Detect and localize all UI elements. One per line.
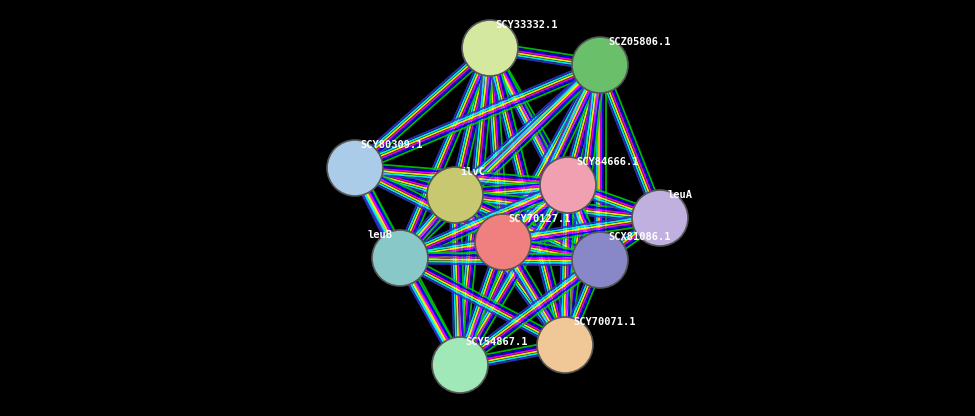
Text: SCX81086.1: SCX81086.1 (608, 232, 671, 242)
Text: SCY70127.1: SCY70127.1 (508, 214, 570, 224)
Text: SCZ05806.1: SCZ05806.1 (608, 37, 671, 47)
Text: SCY80309.1: SCY80309.1 (360, 140, 422, 150)
Text: SCY70071.1: SCY70071.1 (573, 317, 636, 327)
Circle shape (462, 20, 518, 76)
Text: SCY33332.1: SCY33332.1 (495, 20, 558, 30)
Circle shape (427, 167, 483, 223)
Circle shape (372, 230, 428, 286)
Circle shape (540, 157, 596, 213)
Text: SCY54867.1: SCY54867.1 (465, 337, 527, 347)
Circle shape (475, 214, 531, 270)
Circle shape (572, 37, 628, 93)
Circle shape (632, 190, 688, 246)
Circle shape (432, 337, 488, 393)
Text: ilvC: ilvC (460, 167, 485, 177)
Text: leuA: leuA (668, 190, 693, 200)
Circle shape (327, 140, 383, 196)
Circle shape (537, 317, 593, 373)
Text: leuB: leuB (367, 230, 392, 240)
Text: SCY84666.1: SCY84666.1 (576, 157, 639, 167)
Circle shape (572, 232, 628, 288)
